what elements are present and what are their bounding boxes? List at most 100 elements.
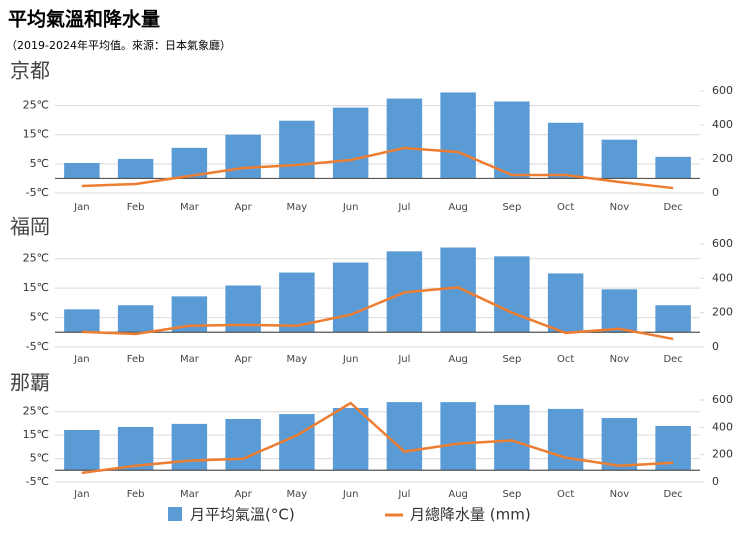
y-tick-label: 25℃: [23, 405, 49, 418]
x-tick-label: Dec: [663, 202, 682, 213]
y2-tick-label: 600: [712, 237, 733, 250]
x-tick-label: Sep: [502, 202, 521, 213]
x-tick-label: Apr: [234, 354, 252, 365]
bar: [601, 289, 638, 333]
x-tick-label: Aug: [448, 489, 468, 500]
bar: [225, 134, 261, 179]
bar: [655, 305, 691, 333]
panel-title: 福岡: [10, 215, 50, 239]
panel-title: 京都: [10, 59, 50, 83]
y2-tick-label: 600: [712, 84, 733, 97]
x-tick-label: Dec: [663, 489, 682, 500]
x-tick-label: Aug: [448, 354, 468, 365]
y2-tick-label: 200: [712, 152, 733, 165]
bar: [64, 309, 100, 333]
bar: [494, 256, 530, 333]
bar: [117, 305, 154, 333]
y-tick-label: 15℃: [23, 428, 49, 441]
y2-tick-label: 200: [712, 448, 733, 461]
x-tick-label: Feb: [127, 354, 145, 365]
y-tick-label: 25℃: [23, 99, 49, 112]
x-tick-label: Feb: [127, 489, 145, 500]
bar: [117, 426, 154, 471]
x-tick-label: Apr: [234, 489, 252, 500]
x-tick-label: Jun: [342, 202, 359, 213]
x-tick-label: Oct: [557, 202, 574, 213]
chart-title: 平均氣溫和降水量: [8, 8, 160, 31]
x-tick-label: Oct: [557, 489, 574, 500]
x-tick-label: May: [287, 489, 308, 500]
line: [81, 146, 674, 190]
x-tick-label: Mar: [180, 354, 200, 365]
x-tick-label: Dec: [663, 354, 682, 365]
y-tick-label: 25℃: [23, 252, 49, 265]
y2-tick-label: 0: [712, 186, 719, 199]
y-tick-label: 5℃: [30, 452, 49, 465]
bar: [440, 402, 476, 471]
y2-tick-label: 0: [712, 340, 719, 353]
bar: [655, 156, 691, 179]
x-tick-label: Jul: [397, 354, 410, 365]
bar: [440, 92, 476, 179]
y-tick-label: 5℃: [30, 157, 49, 170]
x-tick-label: Oct: [557, 354, 574, 365]
bar: [601, 418, 638, 471]
y-tick-label: -5℃: [26, 186, 49, 199]
panel-title: 那覇: [10, 371, 50, 395]
x-tick-label: Mar: [180, 202, 200, 213]
x-tick-label: Nov: [610, 489, 630, 500]
line: [81, 401, 674, 475]
x-tick-label: Aug: [448, 202, 468, 213]
y2-tick-label: 400: [712, 271, 733, 284]
x-tick-label: Mar: [180, 489, 200, 500]
y-tick-label: 15℃: [23, 128, 49, 141]
x-tick-label: Jan: [73, 202, 89, 213]
x-tick-label: Sep: [502, 489, 521, 500]
y2-tick-label: 0: [712, 475, 719, 488]
y-tick-label: 15℃: [23, 281, 49, 294]
bar: [547, 273, 584, 333]
x-tick-label: Jan: [73, 354, 89, 365]
x-tick-label: Jan: [73, 489, 89, 500]
bar: [171, 423, 208, 471]
bar: [64, 429, 100, 471]
bar: [386, 402, 423, 471]
x-tick-label: May: [287, 202, 308, 213]
y-tick-label: 5℃: [30, 311, 49, 324]
y2-tick-label: 400: [712, 118, 733, 131]
x-tick-label: Apr: [234, 202, 252, 213]
bar: [601, 139, 638, 179]
bar: [332, 262, 369, 333]
bar: [117, 158, 154, 179]
x-tick-label: Jul: [397, 202, 410, 213]
x-tick-label: Jul: [397, 489, 410, 500]
bar: [279, 414, 315, 471]
bar: [279, 120, 315, 179]
bar: [64, 162, 100, 179]
x-tick-label: Nov: [610, 354, 630, 365]
bar: [386, 98, 423, 179]
bar: [332, 407, 369, 471]
x-tick-label: Feb: [127, 202, 145, 213]
x-tick-label: May: [287, 354, 308, 365]
bar: [440, 247, 476, 333]
y2-tick-label: 400: [712, 420, 733, 433]
bar: [547, 122, 584, 179]
bar: [494, 101, 530, 179]
bar: [494, 404, 530, 471]
x-tick-label: Jun: [342, 354, 359, 365]
y2-tick-label: 200: [712, 306, 733, 319]
x-tick-label: Sep: [502, 354, 521, 365]
y2-tick-label: 600: [712, 393, 733, 406]
legend-label: 月平均氣溫(°C): [190, 506, 295, 524]
chart-subtitle: （2019-2024年平均值。來源：日本氣象廳）: [6, 38, 231, 52]
x-tick-label: Jun: [342, 489, 359, 500]
bar: [547, 408, 584, 471]
x-tick-label: Nov: [610, 202, 630, 213]
y-tick-label: -5℃: [26, 475, 49, 488]
bar: [225, 418, 261, 471]
bar: [332, 107, 369, 179]
line: [81, 286, 674, 341]
y-tick-label: -5℃: [26, 340, 49, 353]
